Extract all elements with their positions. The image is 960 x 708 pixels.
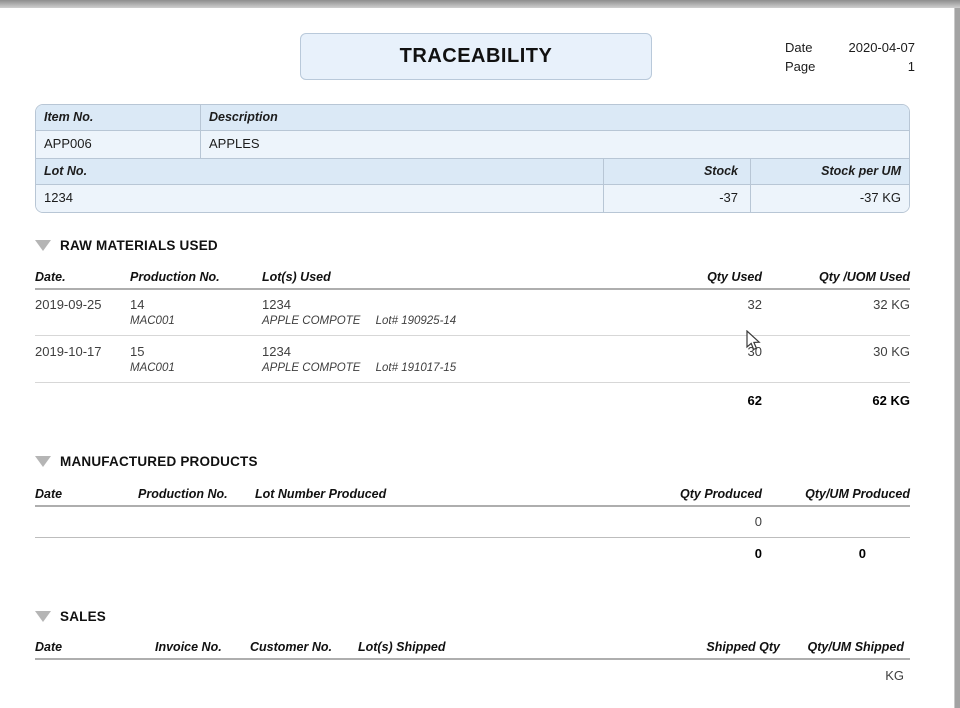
sales-title-row: SALES bbox=[35, 609, 910, 624]
collapse-triangle-icon[interactable] bbox=[35, 240, 51, 251]
row-qty-uom-used: 30 KG bbox=[873, 344, 910, 359]
col-customer-no: Customer No. bbox=[250, 640, 332, 654]
stock-value: -37 bbox=[604, 185, 751, 212]
date-label: Date bbox=[785, 40, 813, 55]
col-qty-um-produced: Qty/UM Produced bbox=[805, 487, 910, 501]
row-qty-used: 30 bbox=[747, 344, 762, 359]
raw-materials-title-row: RAW MATERIALS USED bbox=[35, 238, 910, 253]
date-value: 2020-04-07 bbox=[848, 40, 916, 55]
row-qty-uom-used: 32 KG bbox=[873, 297, 910, 312]
mouse-cursor-icon bbox=[746, 330, 761, 351]
row-lot-sub: APPLE COMPOTE Lot# 191017-15 bbox=[262, 361, 612, 376]
row-unit: KG bbox=[885, 668, 904, 683]
row-production-no: 14 bbox=[130, 297, 145, 312]
row-lot: 1234 bbox=[262, 344, 291, 359]
col-date: Date. bbox=[35, 270, 66, 284]
raw-material-row: 2019-10-17 15 MAC001 1234 APPLE COMPOTE … bbox=[35, 336, 910, 383]
total-qty-uom-used: 62 KG bbox=[872, 393, 910, 408]
raw-materials-section: RAW MATERIALS USED Date. Production No. … bbox=[35, 238, 910, 408]
sales-section: SALES Date Invoice No. Customer No. Lot(… bbox=[35, 609, 910, 708]
lot-header-row: Lot No. Stock Stock per UM bbox=[36, 158, 909, 184]
row-lot-sub: APPLE COMPOTE Lot# 190925-14 bbox=[262, 314, 612, 329]
collapse-triangle-icon[interactable] bbox=[35, 456, 51, 467]
vertical-scrollbar[interactable] bbox=[954, 8, 960, 708]
stock-per-um-value: -37 KG bbox=[859, 190, 901, 205]
item-no-value: APP006 bbox=[36, 131, 201, 158]
row-date: 2019-10-17 bbox=[35, 344, 102, 359]
description-value: APPLES bbox=[209, 136, 260, 151]
raw-materials-totals: 62 62 KG bbox=[35, 383, 910, 408]
manufactured-totals: 0 0 bbox=[35, 538, 910, 561]
row-production-sub: MAC001 bbox=[130, 315, 175, 327]
col-shipped-qty: Shipped Qty bbox=[706, 640, 780, 654]
row-qty-produced: 0 bbox=[754, 514, 762, 529]
total-qty-used: 62 bbox=[747, 393, 762, 408]
sales-totals-divider bbox=[35, 685, 910, 708]
section-title: MANUFACTURED PRODUCTS bbox=[60, 454, 258, 469]
col-qty-uom-used: Qty /UOM Used bbox=[819, 270, 910, 284]
row-production-no: 15 bbox=[130, 344, 145, 359]
sales-row: KG bbox=[35, 660, 910, 685]
col-production-no: Production No. bbox=[138, 487, 228, 501]
item-info-table: Item No. Description APP006 APPLES Lot N… bbox=[35, 104, 910, 213]
row-lot-sub-item: APPLE COMPOTE bbox=[262, 315, 361, 327]
collapse-triangle-icon[interactable] bbox=[35, 611, 51, 622]
col-date: Date bbox=[35, 640, 63, 654]
lot-no-value: 1234 bbox=[36, 185, 604, 212]
report-meta: Date 2020-04-07 Page 1 bbox=[785, 38, 915, 76]
lot-data-row: 1234 -37 -37 KG bbox=[36, 184, 909, 212]
section-title: RAW MATERIALS USED bbox=[60, 238, 218, 253]
row-date: 2019-09-25 bbox=[35, 297, 102, 312]
row-production-sub: MAC001 bbox=[130, 362, 175, 374]
col-lot-number-produced: Lot Number Produced bbox=[255, 487, 387, 501]
section-title: SALES bbox=[60, 609, 107, 624]
raw-materials-column-headers: Date. Production No. Lot(s) Used Qty Use… bbox=[35, 270, 910, 290]
col-lots-used: Lot(s) Used bbox=[262, 270, 331, 284]
item-no-header: Item No. bbox=[36, 105, 201, 130]
col-lots-shipped: Lot(s) Shipped bbox=[358, 640, 446, 654]
col-invoice-no: Invoice No. bbox=[155, 640, 222, 654]
stock-header: Stock bbox=[604, 159, 751, 184]
stock-per-um-header: Stock per UM bbox=[821, 164, 901, 178]
total-qty-produced: 0 bbox=[754, 546, 762, 561]
row-lot: 1234 bbox=[262, 297, 291, 312]
col-production-no: Production No. bbox=[130, 270, 220, 284]
manufactured-products-section: MANUFACTURED PRODUCTS Date Production No… bbox=[35, 454, 910, 561]
row-lot-sub-lot: Lot# 191017-15 bbox=[375, 362, 457, 374]
col-qty-produced: Qty Produced bbox=[680, 487, 762, 501]
report-title-box: TRACEABILITY bbox=[300, 33, 652, 80]
col-qty-used: Qty Used bbox=[707, 270, 762, 284]
page-label: Page bbox=[785, 59, 816, 74]
raw-material-row: 2019-09-25 14 MAC001 1234 APPLE COMPOTE … bbox=[35, 290, 910, 336]
total-qty-um-produced: 0 bbox=[858, 546, 866, 561]
row-lot-sub-lot: Lot# 190925-14 bbox=[375, 315, 457, 327]
page-value: 1 bbox=[907, 59, 915, 74]
report-page: TRACEABILITY Date 2020-04-07 Page 1 Item… bbox=[35, 8, 915, 708]
col-date: Date bbox=[35, 487, 63, 501]
col-qty-um-shipped: Qty/UM Shipped bbox=[807, 640, 904, 654]
item-header-row: Item No. Description bbox=[36, 105, 909, 130]
manufactured-title-row: MANUFACTURED PRODUCTS bbox=[35, 454, 910, 469]
window-top-edge bbox=[0, 0, 960, 8]
row-qty-used: 32 bbox=[747, 297, 762, 312]
report-header: TRACEABILITY Date 2020-04-07 Page 1 bbox=[35, 8, 915, 104]
lot-no-header: Lot No. bbox=[36, 159, 604, 184]
item-data-row: APP006 APPLES bbox=[36, 130, 909, 158]
description-header: Description bbox=[209, 110, 278, 124]
manufactured-row: 0 bbox=[35, 507, 910, 538]
manufactured-column-headers: Date Production No. Lot Number Produced … bbox=[35, 487, 910, 507]
report-title: TRACEABILITY bbox=[399, 45, 553, 67]
row-lot-sub-item: APPLE COMPOTE bbox=[262, 362, 361, 374]
sales-column-headers: Date Invoice No. Customer No. Lot(s) Shi… bbox=[35, 640, 910, 660]
